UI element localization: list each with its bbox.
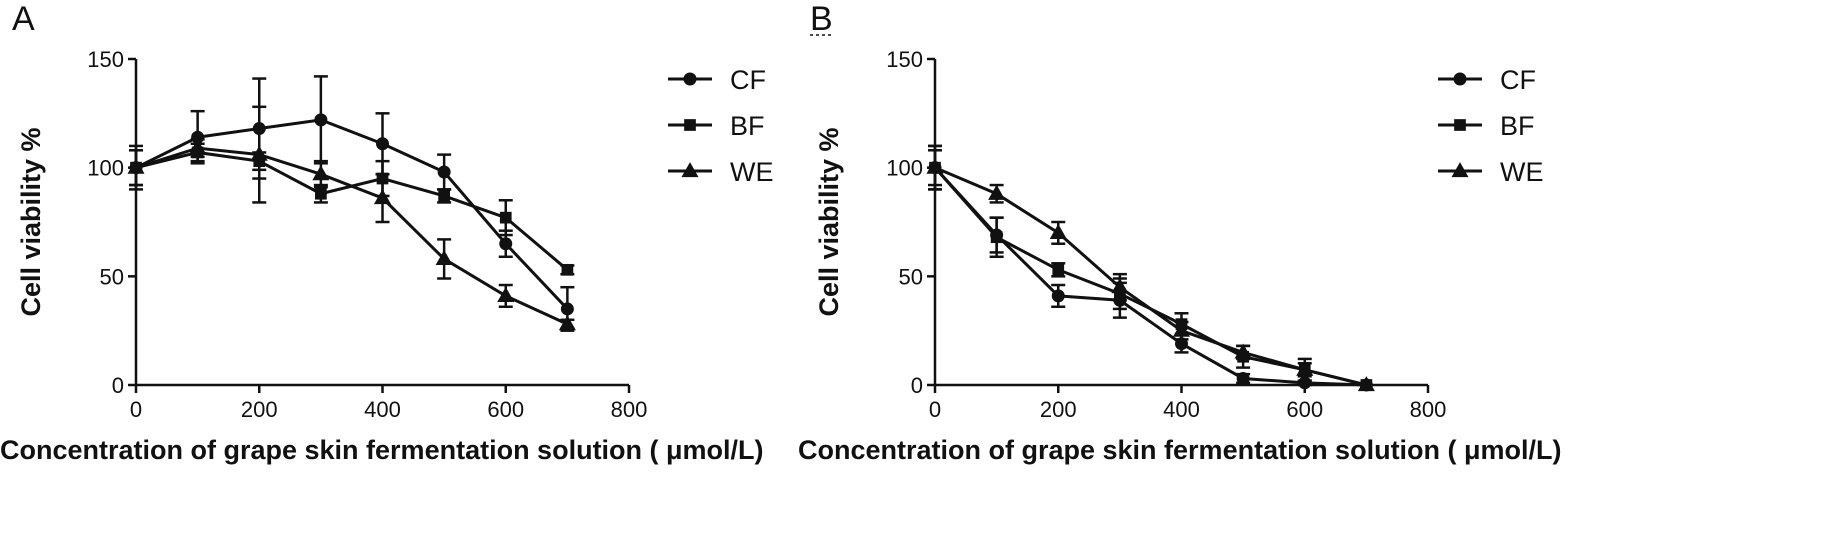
data-point-we	[1357, 376, 1375, 392]
legend-label: CF	[730, 65, 766, 95]
legend-marker-bf	[1454, 119, 1466, 131]
x-axis-title: Concentration of grape skin fermentation…	[0, 435, 764, 465]
data-point-bf	[1052, 263, 1065, 276]
series-we	[127, 105, 576, 331]
data-point-we	[435, 250, 453, 266]
data-point-we	[1296, 360, 1314, 376]
data-point-we	[558, 315, 576, 331]
data-point-we	[988, 184, 1006, 200]
x-tick-label: 200	[1040, 397, 1077, 422]
panel-label: A	[12, 0, 35, 38]
y-tick-label: 0	[112, 373, 124, 398]
series-line-cf	[135, 118, 569, 310]
x-axis-title: Concentration of grape skin fermentation…	[798, 435, 1562, 465]
y-tick-label: 150	[886, 47, 923, 72]
y-tick-label: 100	[87, 156, 124, 181]
series-we	[926, 144, 1375, 392]
series-line-we	[135, 146, 569, 326]
legend-marker-cf	[683, 72, 697, 86]
legend-marker-cf	[1453, 72, 1467, 86]
legend-label: BF	[730, 111, 765, 141]
y-tick-label: 50	[100, 264, 124, 289]
series-line-bf	[135, 150, 569, 271]
series-line-bf	[933, 166, 1367, 387]
data-point-cf	[1051, 289, 1065, 303]
legend-label: CF	[1500, 65, 1536, 95]
panel-label: B	[810, 0, 833, 38]
x-tick-label: 0	[130, 397, 142, 422]
x-tick-label: 600	[1286, 397, 1323, 422]
y-tick-label: 150	[87, 47, 124, 72]
data-point-we	[373, 189, 392, 205]
data-point-we	[127, 158, 145, 174]
x-tick-label: 400	[364, 397, 401, 422]
y-axis-title: Cell viability %	[16, 127, 46, 316]
legend-label: WE	[1500, 157, 1544, 187]
chart-panel-a: A 0 50 100 150 0 200 400 600 800 Concentration of …	[0, 0, 774, 465]
legend-marker-bf	[684, 119, 696, 131]
x-tick-label: 800	[611, 397, 648, 422]
data-point-we	[1111, 278, 1129, 294]
data-point-we	[312, 165, 330, 181]
x-tick-label: 800	[1410, 397, 1447, 422]
data-point-cf	[376, 137, 389, 151]
data-point-cf	[499, 237, 513, 251]
x-tick-label: 0	[929, 397, 941, 422]
data-point-we	[189, 139, 207, 155]
y-tick-label: 0	[911, 373, 923, 398]
series-bf	[928, 149, 1373, 391]
legend: CF BF WE	[1438, 65, 1544, 187]
x-tick-label: 200	[241, 397, 278, 422]
data-point-we	[250, 145, 268, 161]
data-point-bf	[990, 231, 1003, 244]
x-tick-label: 600	[487, 397, 524, 422]
data-point-cf	[1236, 371, 1250, 385]
legend-label: WE	[730, 157, 774, 187]
data-point-cf	[314, 113, 328, 127]
data-point-cf	[437, 165, 451, 179]
series-line-we	[934, 166, 1367, 387]
data-point-cf	[560, 302, 574, 316]
legend: CF BF WE	[668, 65, 774, 187]
data-point-bf	[499, 211, 512, 224]
y-tick-label: 100	[886, 156, 923, 181]
data-point-bf	[315, 187, 327, 200]
data-point-bf	[438, 190, 450, 202]
y-tick-label: 50	[899, 264, 923, 289]
data-point-we	[926, 158, 944, 174]
series-line-cf	[933, 166, 1367, 387]
data-point-we	[1234, 343, 1252, 359]
legend-marker-we	[1451, 162, 1469, 178]
x-tick-label: 400	[1163, 397, 1200, 422]
series-cf	[928, 144, 1373, 392]
data-point-we	[497, 286, 515, 302]
data-point-we	[1049, 223, 1067, 239]
legend-label: BF	[1500, 111, 1535, 141]
data-point-bf	[561, 263, 574, 276]
data-point-we	[1172, 321, 1191, 337]
y-axis-title: Cell viability %	[814, 127, 844, 316]
legend-marker-we	[681, 162, 699, 178]
chart-panel-b: B 0 50 100 150 0 200 400 600 800 Concentration of …	[798, 0, 1562, 465]
